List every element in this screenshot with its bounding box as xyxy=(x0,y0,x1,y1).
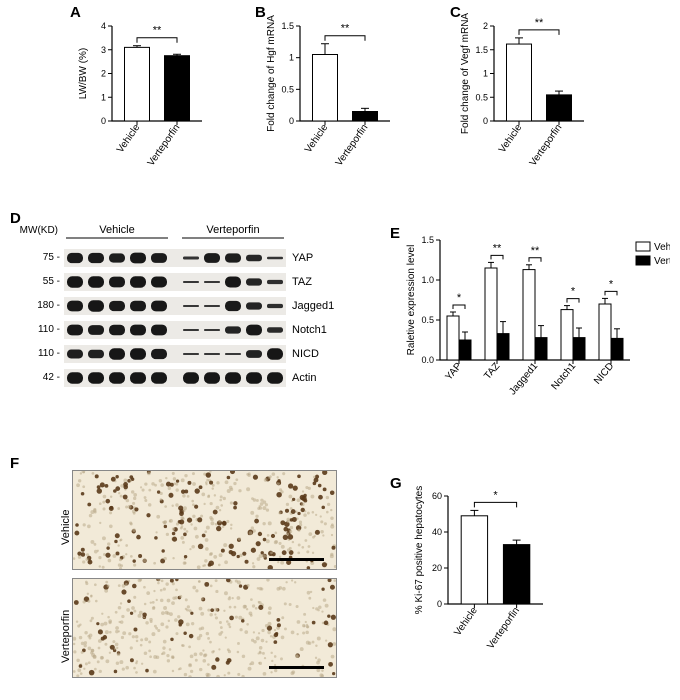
svg-text:Jagged1: Jagged1 xyxy=(292,300,334,312)
chart-b: 0 0.5 1 1.5 Fold change of Hgf mRNA VehicleVe… xyxy=(258,12,433,197)
svg-text:Jagged1: Jagged1 xyxy=(507,361,540,398)
svg-text:*: * xyxy=(609,278,614,290)
ihc-label-vehicle: Vehicle xyxy=(60,510,72,545)
svg-text:Notch1: Notch1 xyxy=(292,324,327,336)
svg-text:NICD: NICD xyxy=(592,361,616,387)
svg-text:TAZ: TAZ xyxy=(482,361,502,382)
svg-text:Verteporfin: Verteporfin xyxy=(146,122,183,168)
svg-text:0.0: 0.0 xyxy=(421,355,434,365)
ihc-label-verteporfin: Verteporfin xyxy=(60,610,72,663)
svg-text:Verteporfin: Verteporfin xyxy=(485,605,522,651)
svg-text:1.5: 1.5 xyxy=(421,235,434,245)
svg-text:Vehicle: Vehicle xyxy=(99,224,134,236)
svg-text:Verteporfin: Verteporfin xyxy=(334,122,371,168)
svg-text:NICD: NICD xyxy=(292,348,319,360)
svg-text:Raletive expression level: Raletive expression level xyxy=(406,245,417,356)
svg-text:Vehicle: Vehicle xyxy=(497,122,525,155)
svg-text:Vehicle: Vehicle xyxy=(452,605,480,638)
ihc-vehicle xyxy=(72,470,337,570)
svg-text:YAP: YAP xyxy=(292,252,313,264)
svg-text:Verteporfin: Verteporfin xyxy=(528,122,565,168)
svg-text:2: 2 xyxy=(483,21,488,31)
svg-text:1.0: 1.0 xyxy=(421,275,434,285)
svg-text:1: 1 xyxy=(289,53,294,63)
svg-text:Fold change of Hgf mRNA: Fold change of Hgf mRNA xyxy=(266,15,277,132)
svg-text:0: 0 xyxy=(289,116,294,126)
svg-text:Notch1: Notch1 xyxy=(550,361,579,393)
svg-text:0: 0 xyxy=(483,116,488,126)
svg-text:**: ** xyxy=(153,25,162,37)
svg-text:**: ** xyxy=(493,242,502,254)
svg-text:*: * xyxy=(571,286,576,298)
svg-text:Verteporfin: Verteporfin xyxy=(654,256,670,267)
panel-label-f: F xyxy=(10,455,19,472)
svg-text:Actin: Actin xyxy=(292,372,316,384)
western-blot: Vehicle Verteporfin MW(KD) 75 - YAP 55 - TAZ 18… xyxy=(18,215,378,430)
svg-text:% Ki-67 positive hepatocytes: % Ki-67 positive hepatocytes xyxy=(414,486,425,614)
svg-text:60: 60 xyxy=(432,491,442,501)
svg-text:*: * xyxy=(493,489,498,501)
svg-text:1: 1 xyxy=(483,69,488,79)
svg-text:20: 20 xyxy=(432,563,442,573)
panel-label-e: E xyxy=(390,225,400,242)
svg-text:1.5: 1.5 xyxy=(281,21,294,31)
svg-text:1: 1 xyxy=(101,92,106,102)
svg-text:Verteporfin: Verteporfin xyxy=(206,224,259,236)
svg-text:*: * xyxy=(457,292,462,304)
svg-text:Fold change of Vegf mRNA: Fold change of Vegf mRNA xyxy=(460,13,471,135)
svg-text:LW/BW (%): LW/BW (%) xyxy=(78,48,89,99)
chart-a: 0 1 2 3 4 LW/BW (%) VehicleVerteporfin ** xyxy=(70,12,240,197)
svg-text:**: ** xyxy=(535,17,544,29)
svg-text:**: ** xyxy=(531,245,540,257)
svg-text:42 -: 42 - xyxy=(43,372,60,383)
ihc-verteporfin xyxy=(72,578,337,678)
svg-text:Vehicle: Vehicle xyxy=(115,122,143,155)
svg-text:40: 40 xyxy=(432,527,442,537)
svg-text:0.5: 0.5 xyxy=(421,315,434,325)
svg-text:2: 2 xyxy=(101,69,106,79)
svg-text:110 -: 110 - xyxy=(38,324,60,335)
svg-text:YAP: YAP xyxy=(443,361,464,383)
svg-text:0.5: 0.5 xyxy=(281,84,294,94)
svg-text:3: 3 xyxy=(101,45,106,55)
svg-text:180 -: 180 - xyxy=(37,300,60,311)
svg-text:TAZ: TAZ xyxy=(292,276,312,288)
svg-text:0: 0 xyxy=(101,116,106,126)
chart-g: 0 20 40 60 % Ki-67 positive hepatocytes Vehic… xyxy=(400,480,600,685)
svg-text:0.5: 0.5 xyxy=(475,92,488,102)
svg-text:**: ** xyxy=(341,23,350,35)
chart-c: 0 0.5 1 1.5 2 Fold change of Vegf mRNA Vehicle… xyxy=(452,12,627,197)
svg-text:55 -: 55 - xyxy=(43,276,60,287)
svg-text:0: 0 xyxy=(437,599,442,609)
svg-text:Vehicle: Vehicle xyxy=(654,242,670,253)
svg-text:Vehicle: Vehicle xyxy=(303,122,331,155)
svg-text:MW(KD): MW(KD) xyxy=(20,225,58,236)
svg-text:4: 4 xyxy=(101,21,106,31)
chart-e: 0.0 0.5 1.0 1.5 Raletive expression level * YA… xyxy=(400,230,670,430)
svg-text:75 -: 75 - xyxy=(43,252,60,263)
svg-text:1.5: 1.5 xyxy=(475,45,488,55)
svg-text:110 -: 110 - xyxy=(38,348,60,359)
